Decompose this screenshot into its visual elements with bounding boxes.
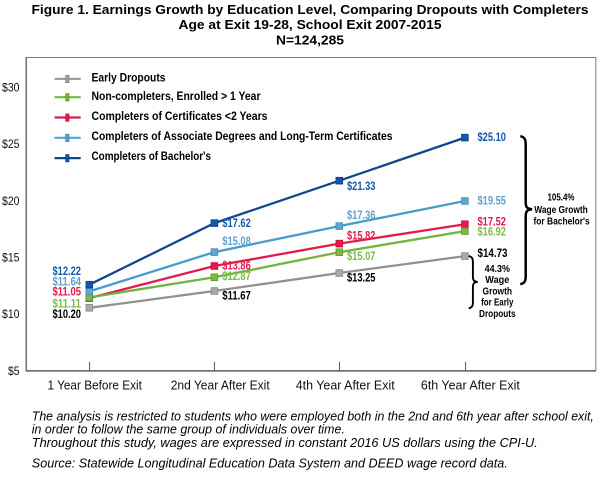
svg-text:$17.36: $17.36 bbox=[347, 210, 376, 222]
svg-text:$16.92: $16.92 bbox=[478, 226, 507, 238]
svg-text:$12.22: $12.22 bbox=[53, 266, 82, 278]
svg-text:$15.08: $15.08 bbox=[222, 236, 251, 248]
svg-text:$17.52: $17.52 bbox=[478, 217, 507, 229]
svg-text:Wage Growth: Wage Growth bbox=[534, 205, 588, 216]
svg-text:Completers of Associate Degree: Completers of Associate Degrees and Long… bbox=[92, 131, 393, 143]
svg-text:N=124,285: N=124,285 bbox=[276, 32, 344, 47]
svg-text:$20: $20 bbox=[2, 194, 20, 208]
svg-text:$13.86: $13.86 bbox=[222, 261, 251, 273]
svg-text:Completers of Bachelor's: Completers of Bachelor's bbox=[92, 151, 212, 163]
svg-text:$25.10: $25.10 bbox=[478, 132, 507, 144]
svg-text:1 Year Before Exit: 1 Year Before Exit bbox=[47, 379, 142, 393]
svg-text:$21.33: $21.33 bbox=[347, 181, 376, 193]
svg-text:105.4%: 105.4% bbox=[548, 193, 575, 204]
svg-text:44.3%: 44.3% bbox=[485, 264, 510, 275]
svg-text:$30: $30 bbox=[2, 81, 20, 95]
svg-text:$11.67: $11.67 bbox=[222, 291, 251, 303]
svg-text:$15.07: $15.07 bbox=[347, 251, 376, 263]
svg-text:for Bachelor's: for Bachelor's bbox=[534, 216, 591, 227]
svg-text:4th Year After Exit: 4th Year After Exit bbox=[296, 379, 396, 393]
svg-text:Completers of Certificates <2: Completers of Certificates <2 Years bbox=[92, 111, 268, 123]
svg-text:$14.73: $14.73 bbox=[478, 248, 508, 260]
svg-text:6th Year After Exit: 6th Year After Exit bbox=[421, 379, 521, 393]
svg-text:Figure 1. Earnings Growth by E: Figure 1. Earnings Growth by Education L… bbox=[32, 2, 589, 17]
svg-text:Non-completers, Enrolled > 1 Y: Non-completers, Enrolled > 1 Year bbox=[92, 91, 261, 103]
svg-text:Growth: Growth bbox=[483, 286, 513, 297]
svg-text:$10.20: $10.20 bbox=[53, 309, 82, 321]
svg-text:Wage: Wage bbox=[485, 275, 509, 286]
svg-text:Source: Statewide Longitudinal: Source: Statewide Longitudinal Education… bbox=[32, 456, 508, 471]
svg-text:$19.55: $19.55 bbox=[478, 196, 507, 208]
svg-text:$13.25: $13.25 bbox=[347, 273, 376, 285]
svg-text:$11.64: $11.64 bbox=[53, 276, 82, 288]
svg-text:The analysis is restricted to: The analysis is restricted to students w… bbox=[32, 408, 594, 423]
svg-text:Dropouts: Dropouts bbox=[479, 309, 516, 320]
svg-text:Early Dropouts: Early Dropouts bbox=[92, 72, 166, 84]
svg-text:$11.05: $11.05 bbox=[53, 286, 82, 298]
svg-text:$15: $15 bbox=[2, 251, 20, 265]
svg-text:in order to follow the same gr: in order to follow the same group of ind… bbox=[32, 421, 345, 436]
svg-text:$11.11: $11.11 bbox=[53, 298, 82, 310]
svg-text:$17.62: $17.62 bbox=[222, 218, 251, 230]
svg-text:$25: $25 bbox=[2, 137, 20, 151]
svg-text:$12.87: $12.87 bbox=[222, 271, 251, 283]
svg-text:2nd Year After Exit: 2nd Year After Exit bbox=[171, 379, 270, 393]
svg-text:$5: $5 bbox=[8, 364, 20, 378]
svg-text:$15.82: $15.82 bbox=[347, 230, 376, 242]
svg-text:Age at Exit 19-28, School Exit: Age at Exit 19-28, School Exit 2007-2015 bbox=[179, 17, 442, 32]
svg-text:$10: $10 bbox=[2, 307, 20, 321]
svg-text:Throughout this study, wages a: Throughout this study, wages are express… bbox=[32, 435, 538, 450]
svg-text:for Early: for Early bbox=[481, 297, 514, 308]
